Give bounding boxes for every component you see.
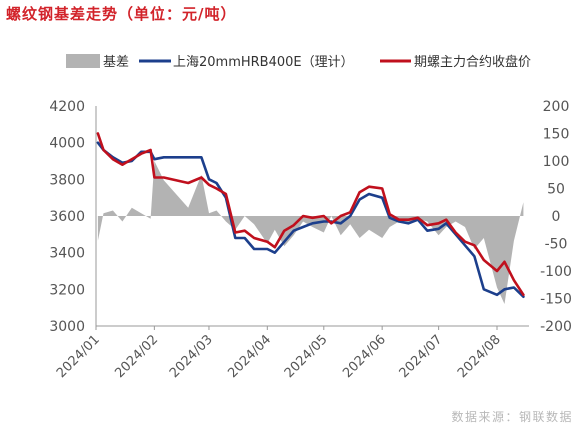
x-tick-label: 2024/05 — [282, 332, 331, 381]
x-tick-label: 2024/02 — [112, 332, 161, 381]
y-right-tick-label: 0 — [552, 209, 561, 225]
y-right-tick-label: -150 — [540, 292, 572, 308]
y-right-tick-label: -200 — [540, 319, 572, 335]
x-tick-label: 2024/01 — [54, 332, 103, 381]
basis-area-layer — [97, 161, 524, 304]
data-source-note: 数据来源：钢联数据 — [451, 410, 573, 424]
y-right-tick-label: 150 — [543, 127, 570, 143]
x-tick-label: 2024/04 — [225, 332, 274, 381]
y-left-tick-label: 3000 — [49, 319, 85, 335]
y-left-tick-label: 3400 — [49, 246, 85, 262]
y-left-tick-label: 3200 — [49, 282, 85, 298]
y-right-tick-label: -100 — [540, 264, 572, 280]
price-lines — [96, 132, 525, 299]
legend-label-futures: 期螺主力合约收盘价 — [414, 54, 531, 70]
x-tick-label: 2024/07 — [397, 332, 446, 381]
futures-price-line — [96, 132, 525, 297]
spot-price-line — [96, 141, 525, 299]
legend-label-basis: 基差 — [103, 55, 129, 70]
y-right-tick-label: 200 — [543, 99, 570, 115]
x-tick-label: 2024/08 — [455, 332, 504, 381]
y-left-tick-label: 4000 — [49, 136, 85, 152]
chart-title: 螺纹钢基差走势（单位：元/吨） — [6, 5, 237, 23]
x-tick-label: 2024/03 — [167, 332, 216, 381]
basis-area — [97, 161, 524, 304]
y-right-tick-label: -50 — [545, 237, 568, 253]
legend-swatch-basis — [66, 54, 100, 68]
legend-label-spot: 上海20mmHRB400E（理计） — [173, 55, 354, 70]
y-left-tick-label: 4200 — [49, 99, 85, 115]
legend: 基差 上海20mmHRB400E（理计） 期螺主力合约收盘价 — [66, 54, 531, 70]
y-left-tick-label: 3800 — [49, 172, 85, 188]
y-right-tick-label: 100 — [543, 154, 570, 170]
x-tick-label: 2024/06 — [340, 332, 389, 381]
y-left-tick-label: 3600 — [49, 209, 85, 225]
y-right-tick-label: 50 — [547, 182, 565, 198]
axes — [95, 106, 529, 330]
